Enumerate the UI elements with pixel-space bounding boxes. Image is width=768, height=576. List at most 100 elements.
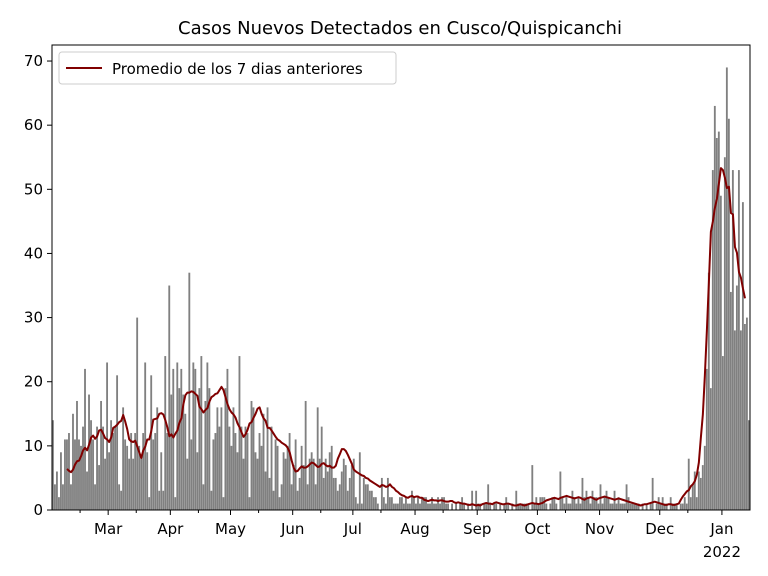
- bar: [451, 503, 453, 510]
- bar: [268, 477, 271, 510]
- bar: [100, 400, 102, 510]
- bar: [675, 503, 678, 510]
- bar: [617, 497, 620, 510]
- bar: [459, 503, 462, 510]
- bar: [206, 362, 209, 510]
- bar: [76, 400, 78, 510]
- bar: [631, 503, 634, 510]
- bar: [741, 202, 744, 510]
- bar: [90, 420, 92, 510]
- x-tick-label: Dec: [645, 520, 674, 538]
- bar: [166, 433, 169, 510]
- bar: [98, 465, 100, 510]
- bar: [615, 503, 618, 510]
- bar: [595, 497, 598, 510]
- bar: [545, 503, 548, 510]
- bar: [463, 503, 466, 510]
- bar: [180, 368, 183, 510]
- bar: [260, 445, 263, 510]
- bar: [144, 362, 147, 510]
- bar: [286, 445, 289, 510]
- bar: [392, 503, 395, 510]
- bar: [623, 503, 626, 510]
- bar: [142, 433, 145, 510]
- bar: [649, 503, 652, 510]
- bar: [96, 426, 98, 510]
- bar: [362, 477, 365, 510]
- x-tick-label: Apr: [157, 520, 184, 538]
- bar: [555, 503, 558, 510]
- bar: [721, 356, 724, 510]
- bar: [455, 503, 458, 510]
- bar: [665, 503, 668, 510]
- bar: [603, 497, 606, 510]
- bar: [413, 497, 415, 510]
- bar: [407, 503, 409, 510]
- y-tick-label: 10: [24, 437, 43, 455]
- bar: [621, 503, 624, 510]
- bar: [394, 503, 397, 510]
- x-tick-label: Jul: [343, 520, 362, 538]
- bar: [627, 497, 630, 510]
- bar: [607, 497, 610, 510]
- bar: [687, 458, 690, 510]
- bar: [437, 497, 439, 510]
- legend-box: [58, 51, 397, 85]
- bar: [705, 368, 708, 510]
- bar: [104, 458, 106, 510]
- bar: [376, 503, 379, 510]
- bar: [198, 388, 201, 510]
- bar: [344, 465, 347, 510]
- bar: [186, 458, 189, 510]
- bar: [262, 413, 265, 510]
- bar: [240, 426, 243, 510]
- bar: [54, 484, 56, 510]
- bar: [601, 503, 604, 510]
- bar: [160, 452, 163, 510]
- bar: [176, 362, 179, 510]
- legend: Promedio de los 7 dias anteriores: [58, 51, 397, 85]
- bar: [693, 471, 696, 510]
- bar: [543, 497, 546, 510]
- bar: [128, 458, 131, 510]
- bar: [553, 497, 556, 510]
- bar: [625, 484, 628, 510]
- x-tick-label: Oct: [524, 520, 550, 538]
- bar: [605, 490, 608, 510]
- bar: [350, 465, 353, 510]
- bar: [330, 445, 333, 510]
- bar: [320, 426, 323, 510]
- bar: [567, 503, 570, 510]
- bar: [386, 477, 389, 510]
- y-axis: 0 10 20 30 40 50 60 70: [24, 52, 52, 519]
- bar: [475, 490, 478, 510]
- bar: [290, 484, 293, 510]
- bar: [232, 407, 235, 510]
- bar: [60, 452, 62, 510]
- bar: [390, 497, 393, 510]
- bar: [533, 503, 536, 510]
- bar: [284, 458, 287, 510]
- plot-frame: [51, 44, 751, 511]
- bar: [356, 503, 359, 510]
- bar: [374, 497, 377, 510]
- bar: [443, 497, 445, 510]
- y-tick-label: 30: [24, 309, 43, 327]
- bar: [701, 465, 704, 510]
- bar: [224, 388, 227, 510]
- bar: [415, 503, 417, 510]
- bar: [745, 317, 748, 510]
- bar: [220, 407, 223, 510]
- chart-title: Casos Nuevos Detectados en Cusco/Quispic…: [178, 18, 622, 39]
- bar: [184, 413, 187, 510]
- bar: [619, 503, 622, 510]
- bar: [409, 503, 411, 510]
- bar: [527, 503, 530, 510]
- bar: [396, 503, 399, 510]
- bar: [78, 439, 80, 510]
- bar: [433, 503, 435, 510]
- bar: [306, 484, 309, 510]
- x-year-label: 2022: [703, 543, 741, 561]
- bar: [663, 503, 666, 510]
- bar: [252, 407, 255, 510]
